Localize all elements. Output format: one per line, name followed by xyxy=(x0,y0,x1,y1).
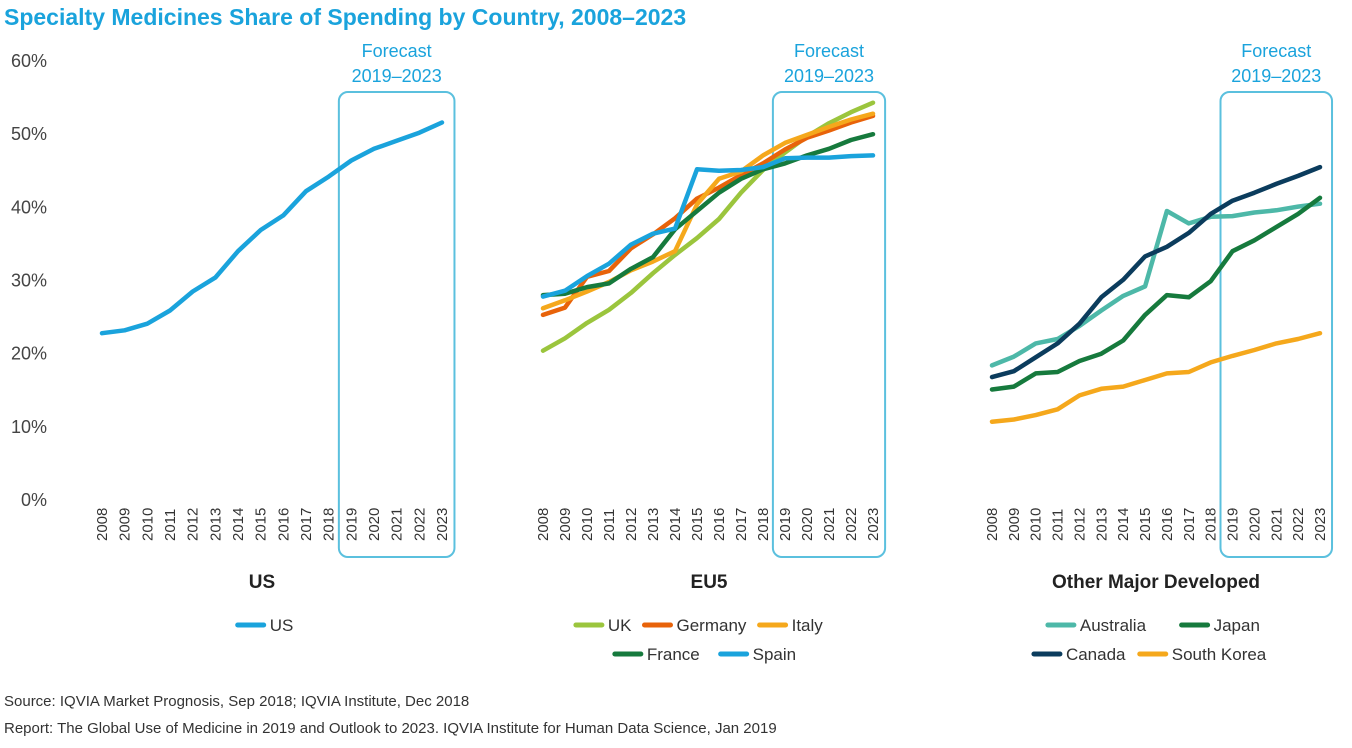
y-tick-label: 30% xyxy=(11,271,47,291)
series-line-us xyxy=(99,120,445,336)
x-tick-label: 2019 xyxy=(1225,508,1242,541)
y-tick-label: 40% xyxy=(11,197,47,217)
y-tick-label: 50% xyxy=(11,124,47,144)
x-tick-label: 2021 xyxy=(821,508,838,541)
x-tick-label: 2014 xyxy=(230,508,247,541)
x-tick-label: 2009 xyxy=(557,508,574,541)
panel-title: Other Major Developed xyxy=(1052,572,1260,593)
x-tick-label: 2022 xyxy=(411,508,428,541)
y-tick-label: 60% xyxy=(11,51,47,71)
x-tick-label: 2012 xyxy=(1071,508,1088,541)
forecast-box xyxy=(337,91,456,558)
x-tick-label: 2017 xyxy=(733,508,750,541)
series-line-canada xyxy=(989,164,1323,380)
x-tick-label: 2018 xyxy=(755,508,772,541)
x-tick-label: 2010 xyxy=(579,508,596,541)
panel-title: US xyxy=(249,572,275,593)
x-tick-label: 2021 xyxy=(1268,508,1285,541)
x-tick-label: 2009 xyxy=(1006,508,1023,541)
forecast-box xyxy=(771,91,887,558)
x-tick-label: 2008 xyxy=(535,508,552,541)
x-tick-label: 2017 xyxy=(1181,508,1198,541)
series-line-south-korea xyxy=(989,330,1323,424)
x-tick-label: 2018 xyxy=(1203,508,1220,541)
x-tick-label: 2019 xyxy=(343,508,360,541)
legend-label-canada: Canada xyxy=(1066,645,1126,664)
series-line-uk xyxy=(540,100,876,353)
x-tick-label: 2016 xyxy=(1159,508,1176,541)
report-note: Report: The Global Use of Medicine in 20… xyxy=(4,720,777,737)
forecast-label: Forecast xyxy=(362,41,432,61)
x-tick-label: 2012 xyxy=(623,508,640,541)
x-tick-label: 2016 xyxy=(711,508,728,541)
x-tick-label: 2008 xyxy=(94,508,111,541)
legend: Australia Japan Canada South Korea xyxy=(1031,616,1267,664)
series-line-japan xyxy=(989,195,1323,392)
x-tick-label: 2022 xyxy=(1290,508,1307,541)
x-tick-label: 2018 xyxy=(321,508,338,541)
x-tick-label: 2010 xyxy=(1028,508,1045,541)
x-tick-label: 2014 xyxy=(1115,508,1132,541)
x-tick-label: 2011 xyxy=(601,509,618,541)
panel-title: EU5 xyxy=(691,572,728,593)
forecast-label: Forecast xyxy=(794,41,864,61)
panel-eu5: Forecast 2019–2023 2008 2009 2010 2011 2012 201… xyxy=(535,41,887,664)
legend-label-japan: Japan xyxy=(1214,616,1260,635)
panel-other-major-developed: Forecast 2019–2023 2008 2009 2010 2011 2012 201… xyxy=(984,41,1334,664)
x-tick-label: 2011 xyxy=(1050,509,1067,541)
x-tick-label: 2008 xyxy=(984,508,1001,541)
series-line-australia xyxy=(989,201,1323,368)
legend-label-australia: Australia xyxy=(1080,616,1147,635)
forecast-range-label: 2019–2023 xyxy=(352,66,442,86)
x-tick-label: 2020 xyxy=(366,508,383,541)
chart-title: Specialty Medicines Share of Spending by… xyxy=(4,4,686,30)
x-tick-label: 2022 xyxy=(843,508,860,541)
x-tick-label: 2015 xyxy=(1137,508,1154,541)
x-tick-label: 2015 xyxy=(689,508,706,541)
x-tick-label: 2023 xyxy=(434,508,451,541)
chart-panels: 0% 10% 20% 30% 40% 50% 60% Forecast 2019–2023 200… xyxy=(11,41,1334,664)
y-tick-label: 10% xyxy=(11,417,47,437)
legend-label-spain: Spain xyxy=(753,645,796,664)
x-tick-label: 2020 xyxy=(799,508,816,541)
forecast-label: Forecast xyxy=(1241,41,1311,61)
x-tick-label: 2015 xyxy=(253,508,270,541)
x-tick-label: 2010 xyxy=(139,508,156,541)
legend-label-italy: Italy xyxy=(792,616,824,635)
forecast-range-label: 2019–2023 xyxy=(784,66,874,86)
x-tick-label: 2017 xyxy=(298,508,315,541)
legend: UK Germany Italy France Spain xyxy=(573,616,824,664)
legend: US xyxy=(235,616,294,635)
x-tick-label: 2023 xyxy=(865,508,882,541)
x-tick-label: 2020 xyxy=(1246,508,1263,541)
x-tick-label: 2013 xyxy=(207,508,224,541)
forecast-box xyxy=(1219,91,1334,558)
x-tick-label: 2009 xyxy=(117,508,134,541)
legend-label-us: US xyxy=(270,616,294,635)
series-line-italy xyxy=(540,111,876,311)
x-tick-label: 2021 xyxy=(389,508,406,541)
x-tick-label: 2016 xyxy=(275,508,292,541)
legend-label-france: France xyxy=(647,645,700,664)
x-tick-label: 2023 xyxy=(1312,508,1329,541)
series-line-spain xyxy=(540,153,876,299)
x-tick-label: 2019 xyxy=(777,508,794,541)
y-tick-label: 0% xyxy=(21,490,47,510)
series-line-france xyxy=(540,131,876,298)
x-tick-label: 2011 xyxy=(162,509,179,541)
x-tick-label: 2012 xyxy=(185,508,202,541)
legend-label-uk: UK xyxy=(608,616,632,635)
x-tick-label: 2014 xyxy=(667,508,684,541)
legend-label-germany: Germany xyxy=(677,616,747,635)
y-tick-label: 20% xyxy=(11,344,47,364)
forecast-range-label: 2019–2023 xyxy=(1231,66,1321,86)
x-tick-label: 2013 xyxy=(645,508,662,541)
x-tick-label: 2013 xyxy=(1093,508,1110,541)
legend-label-south-korea: South Korea xyxy=(1172,645,1267,664)
source-note: Source: IQVIA Market Prognosis, Sep 2018… xyxy=(4,693,470,710)
panel-us: Forecast 2019–2023 2008 2009 2010 2011 2012 201… xyxy=(94,41,456,635)
